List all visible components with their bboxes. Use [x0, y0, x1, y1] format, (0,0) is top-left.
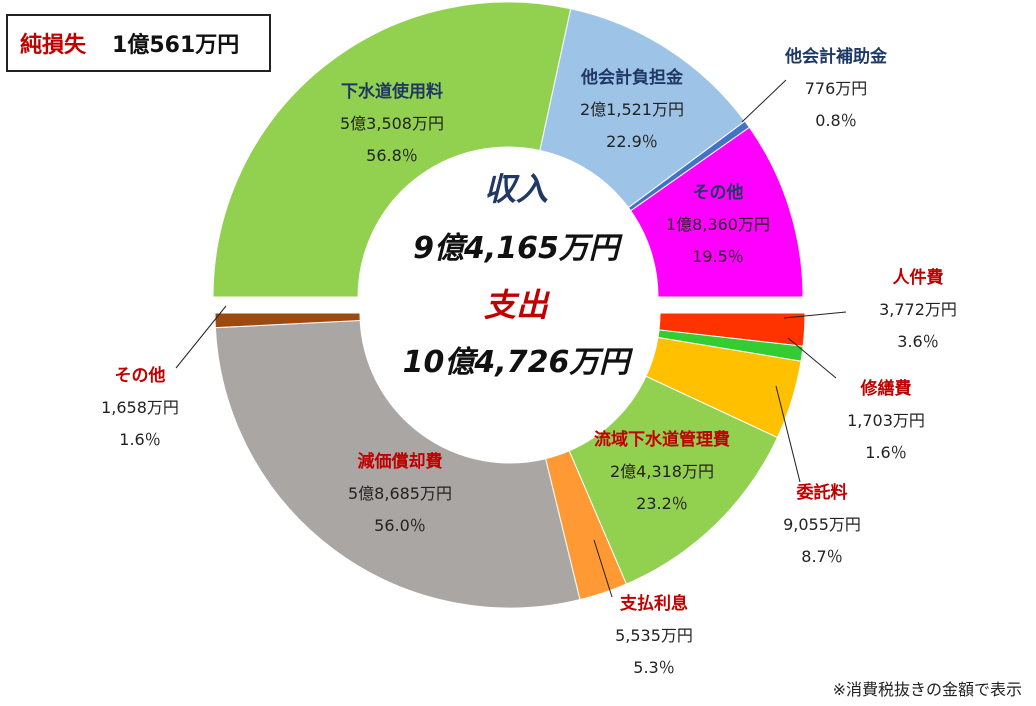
slice-income-3: [630, 126, 804, 298]
slice-label-name-1-2: 委託料: [796, 482, 848, 503]
slice-label-percent-0-2: 0.8％: [815, 111, 856, 130]
slice-label-percent-1-3: 23.2％: [636, 494, 688, 513]
slice-label-value-1-0: 3,772万円: [879, 300, 957, 319]
slice-label-name-0-1: 他会計負担金: [580, 67, 684, 88]
slice-label-name-1-6: その他: [115, 365, 166, 386]
slice-label-value-0-0: 5億3,508万円: [340, 114, 444, 133]
slice-label-percent-1-1: 1.6％: [865, 443, 906, 462]
slice-label-name-0-3: その他: [693, 182, 744, 203]
slice-label-name-0-2: 他会計補助金: [784, 46, 888, 67]
center-expense-total: 10億4,726万円: [403, 345, 634, 380]
slice-label-percent-0-1: 22.9％: [606, 132, 658, 151]
slice-label-name-1-3: 流域下水道管理費: [594, 429, 730, 450]
slice-expense-5: [214, 319, 581, 609]
slice-label-percent-1-4: 5.3％: [633, 658, 674, 677]
slice-label-value-0-3: 1億8,360万円: [666, 215, 770, 234]
slice-label-name-0-0: 下水道使用料: [341, 81, 443, 102]
slice-label-percent-1-0: 3.6％: [897, 332, 938, 351]
center-expense-label: 支出: [484, 286, 551, 324]
leader-line-1-6: [175, 305, 227, 369]
slice-label-value-1-6: 1,658万円: [101, 398, 179, 417]
slice-label-value-1-1: 1,703万円: [847, 411, 925, 430]
slice-label-percent-1-2: 8.7％: [801, 547, 842, 566]
center-income-label: 収入: [484, 170, 548, 208]
slice-label-percent-1-5: 56.0％: [374, 516, 426, 535]
slice-label-name-1-4: 支払利息: [620, 593, 688, 614]
slice-label-name-1-1: 修繕費: [860, 378, 912, 399]
leader-line-1-4: [593, 539, 613, 598]
net-loss-box: 純損失 1億561万円: [6, 14, 271, 72]
footnote: ※消費税抜きの金額で表示: [832, 680, 1022, 699]
slice-label-value-1-3: 2億4,318万円: [610, 462, 714, 481]
slice-label-value-1-4: 5,535万円: [615, 626, 693, 645]
slice-expense-6: [214, 312, 361, 329]
leader-line-0-2: [741, 79, 787, 123]
slice-label-name-1-0: 人件費: [893, 267, 944, 288]
slice-label-value-1-2: 9,055万円: [783, 515, 861, 534]
leader-line-1-1: [787, 337, 837, 379]
slice-expense-3: [568, 375, 779, 585]
leader-line-1-0: [783, 311, 847, 319]
slice-label-value-1-5: 5億8,685万円: [348, 484, 452, 503]
slice-label-value-0-2: 776万円: [805, 79, 868, 98]
center-income-total: 9億4,165万円: [413, 231, 623, 266]
slice-label-percent-0-0: 56.8％: [366, 146, 418, 165]
leader-line-1-2: [775, 385, 801, 483]
slice-label-percent-0-3: 19.5％: [692, 247, 744, 266]
slice-label-percent-1-6: 1.6％: [119, 430, 160, 449]
slice-label-name-1-5: 減価償却費: [358, 451, 443, 472]
slice-label-value-0-1: 2億1,521万円: [580, 100, 684, 119]
net-loss-label: 純損失: [20, 33, 87, 58]
slice-income-0: [212, 1, 572, 298]
net-loss-value: 1億561万円: [112, 33, 240, 58]
